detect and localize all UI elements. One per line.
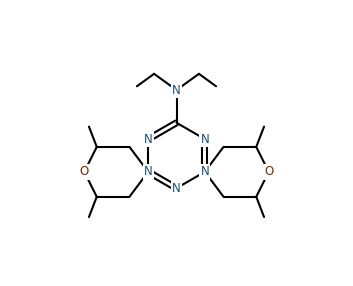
Text: N: N xyxy=(144,133,152,146)
Text: O: O xyxy=(80,165,89,178)
Text: N: N xyxy=(201,133,209,146)
Text: N: N xyxy=(144,165,152,178)
Text: N: N xyxy=(172,182,181,195)
Text: O: O xyxy=(264,165,273,178)
Text: N: N xyxy=(201,165,209,178)
Text: N: N xyxy=(172,84,181,97)
